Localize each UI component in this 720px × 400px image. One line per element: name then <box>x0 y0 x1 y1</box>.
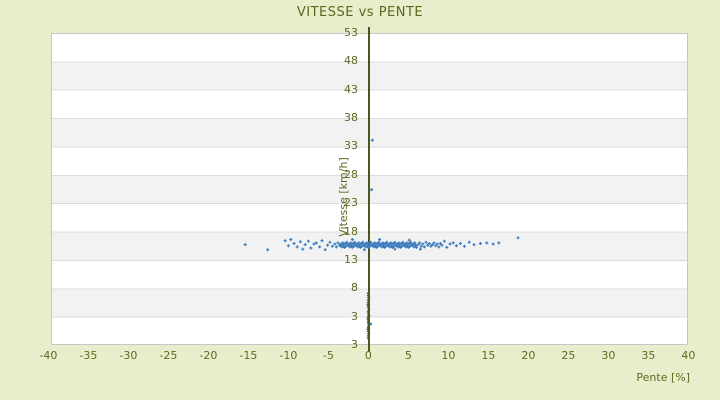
x-tick-label: 40 <box>681 349 696 362</box>
y-tick-label: 43 <box>344 82 358 96</box>
x-tick-label: 25 <box>561 349 576 362</box>
chart-title: VITESSE vs PENTE <box>296 5 424 20</box>
x-tick-label: 15 <box>481 349 496 362</box>
y-tick-label: 3 <box>351 309 358 323</box>
x-tick-label: 35 <box>641 349 656 362</box>
x-tick-label: -10 <box>279 349 298 362</box>
x-axis-title: Pente [%] <box>636 371 690 384</box>
y-tick-label: 53 <box>344 26 358 39</box>
x-tick-label: 20 <box>521 349 536 362</box>
x-tick-label: -40 <box>39 349 58 362</box>
x-tick-label: 5 <box>404 349 412 362</box>
y-tick-label: 38 <box>344 111 358 125</box>
y-tick-label: 48 <box>344 54 358 68</box>
x-tick-label: -15 <box>239 349 258 362</box>
x-tick-label: -25 <box>159 349 178 362</box>
x-tick-label: -30 <box>119 349 138 362</box>
x-tick-label: 30 <box>601 349 616 362</box>
x-tick-label: -35 <box>79 349 98 362</box>
x-tick-label: -20 <box>199 349 218 362</box>
x-tick-label: 10 <box>441 349 456 362</box>
x-tick-label: -5 <box>322 349 334 362</box>
y-tick-label: 3 <box>351 337 358 351</box>
zero-axis-line <box>368 27 370 352</box>
y-axis-title: Vitesse [km/h] <box>337 157 350 237</box>
x-tick-label: 0 <box>364 349 372 362</box>
y-tick-label: 8 <box>351 281 358 295</box>
